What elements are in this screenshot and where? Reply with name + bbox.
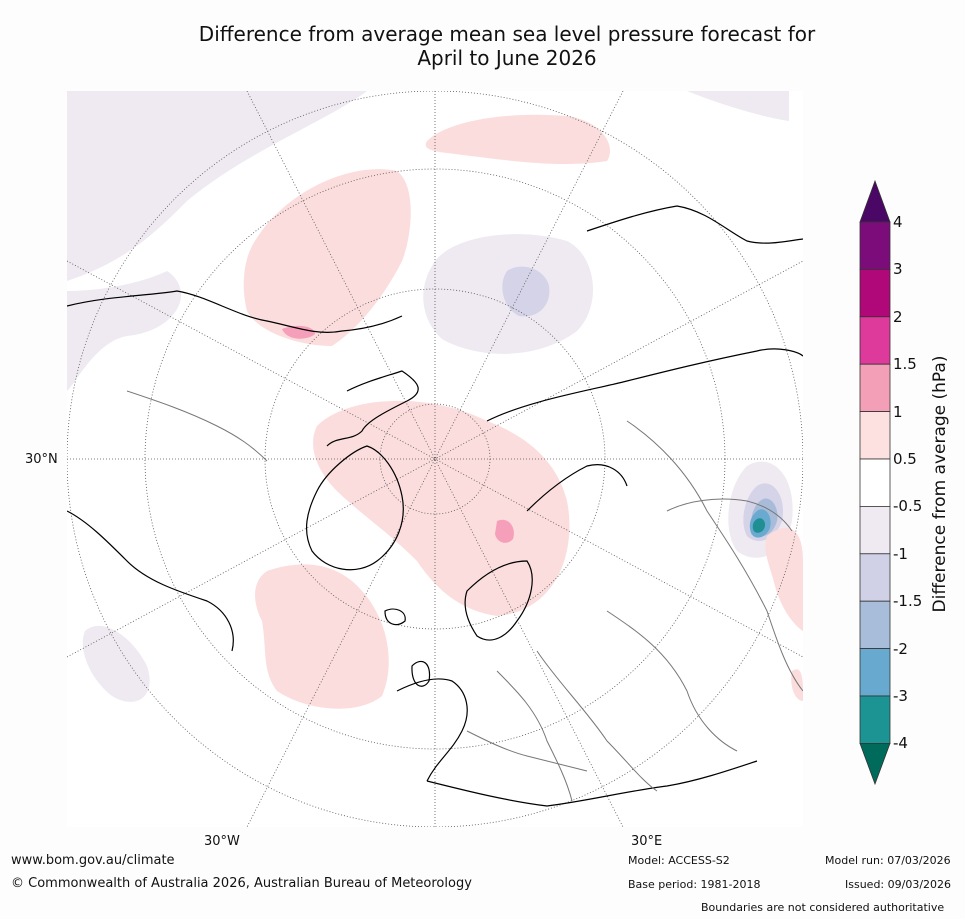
anomaly-neg-top-right <box>687 91 789 121</box>
colorbar-tick-label: 0.5 <box>893 450 917 468</box>
coast-canada-arctic <box>326 370 419 447</box>
anomaly-neg-atlantic-sw <box>82 625 150 702</box>
colorbar-tick-label: -0.5 <box>893 497 923 516</box>
coast-kamchatka <box>586 205 803 244</box>
footer-model-run: Model run: 07/03/2026 <box>825 854 951 867</box>
chart-title: Difference from average mean sea level p… <box>0 22 965 70</box>
coast-siberia <box>486 348 803 422</box>
colorbar-segment <box>859 458 891 507</box>
colorbar <box>859 180 891 785</box>
anomaly-pos-asia-east-edge <box>765 528 803 631</box>
coast-north-america-east <box>67 510 234 652</box>
colorbar-tick-label: 3 <box>893 260 903 279</box>
title-line-2: April to June 2026 <box>417 46 597 70</box>
colorbar-segment <box>859 695 891 744</box>
coast-europe-west <box>396 678 468 782</box>
coast-iceland <box>384 608 406 626</box>
anomaly-pos-alaska <box>243 169 411 346</box>
coast-scandinavia <box>464 560 533 641</box>
colorbar-segment <box>859 363 891 412</box>
border-europe-2 <box>536 650 658 792</box>
border-mongolia <box>666 498 793 532</box>
footer-copyright: © Commonwealth of Australia 2026, Austra… <box>11 876 472 891</box>
colorbar-segment <box>859 600 891 650</box>
coast-russia-north <box>526 464 628 512</box>
border-europe-3 <box>466 730 588 772</box>
border-europe-1 <box>496 670 573 802</box>
polar-map <box>67 91 803 827</box>
colorbar-segment <box>859 411 891 460</box>
anomaly-neg-asia-inner-3 <box>752 518 766 533</box>
colorbar-extend-top <box>859 180 891 223</box>
footer-issued: Issued: 09/03/2026 <box>845 878 952 891</box>
footer-website: www.bom.gov.au/climate <box>11 853 175 868</box>
colorbar-tick-label: 4 <box>893 213 903 231</box>
graticule <box>67 91 803 827</box>
border-north-america <box>126 390 268 462</box>
colorbar-tick-label: 1.5 <box>893 355 917 374</box>
anomaly-neg-siberia-core <box>502 266 550 317</box>
meridian-60w <box>67 260 803 658</box>
colorbar-tick-label: 1 <box>893 402 903 421</box>
colorbar-tick-label: -1 <box>893 544 908 563</box>
colorbar-segment <box>859 553 891 602</box>
longitude-label-30e: 30°E <box>631 834 663 849</box>
title-line-1: Difference from average mean sea level p… <box>198 22 816 46</box>
map-svg <box>67 91 803 827</box>
coast-mediterranean <box>426 760 758 807</box>
latitude-label-30n: 30°N <box>25 452 58 467</box>
longitude-label-30w: 30°W <box>204 834 240 849</box>
colorbar-tick-label: -4 <box>893 734 908 753</box>
border-russia-china <box>626 420 803 692</box>
anomaly-pos-russia-core <box>495 519 514 543</box>
anomaly-neg-pacific-north <box>67 91 367 281</box>
anomaly-pos-arctic <box>313 400 570 616</box>
coast-alaska-north <box>67 290 403 333</box>
borders <box>126 390 803 802</box>
colorbar-tick-label: 2 <box>893 307 903 326</box>
colorbar-segment <box>859 505 891 555</box>
footer-model: Model: ACCESS-S2 <box>628 854 730 867</box>
anomaly-pos-atlantic <box>255 564 389 709</box>
colorbar-title: Difference from average (hPa) <box>930 355 950 613</box>
colorbar-segment <box>859 221 891 270</box>
footer-base-period: Base period: 1981-2018 <box>628 878 761 891</box>
colorbar-tick-label: -1.5 <box>893 592 923 611</box>
border-kazakhstan <box>606 610 738 752</box>
colorbar-segment <box>859 648 891 697</box>
colorbar-segment <box>859 316 891 365</box>
colorbar-segment <box>859 269 891 318</box>
anomaly-pos-north-top <box>425 114 611 164</box>
coast-british-isles <box>411 660 431 687</box>
colorbar-tick-label: -3 <box>893 687 908 705</box>
coastlines <box>67 205 803 807</box>
colorbar-extend-bottom <box>859 743 891 785</box>
colorbar-tick-label: -2 <box>893 639 908 658</box>
anomaly-pos-alaska-core <box>282 325 315 339</box>
footer-disclaimer: Boundaries are not considered authoritat… <box>701 901 945 914</box>
coast-greenland <box>306 445 404 571</box>
